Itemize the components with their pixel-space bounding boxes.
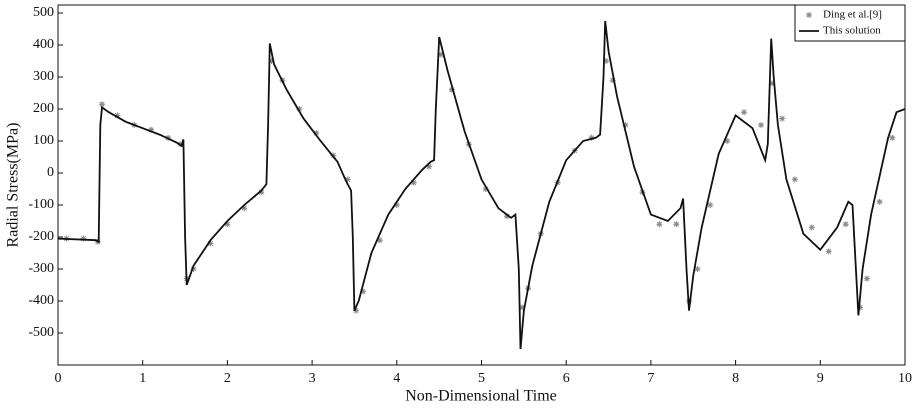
scatter-point bbox=[114, 112, 121, 119]
scatter-point bbox=[503, 213, 510, 220]
scatter-point bbox=[694, 266, 701, 272]
scatter-point bbox=[724, 138, 731, 144]
x-tick-label: 6 bbox=[563, 371, 570, 386]
scatter-point bbox=[622, 122, 629, 128]
y-tick-label: 500 bbox=[33, 5, 54, 20]
scatter-point bbox=[148, 126, 155, 133]
scatter-point bbox=[437, 51, 444, 58]
scatter-point bbox=[758, 122, 765, 128]
y-tick-label: -500 bbox=[28, 325, 54, 340]
x-tick-label: 8 bbox=[732, 371, 739, 386]
legend: Ding et al.[9] This solution bbox=[794, 4, 906, 42]
x-tick-label: 5 bbox=[478, 371, 485, 386]
scatter-point bbox=[393, 202, 400, 208]
scatter-point bbox=[673, 221, 680, 228]
x-tick-label: 10 bbox=[898, 371, 912, 386]
legend-label: Ding et al.[9] bbox=[823, 9, 882, 21]
y-tick-label: 400 bbox=[33, 37, 54, 52]
scatter-point bbox=[376, 237, 383, 244]
scatter-point bbox=[224, 221, 231, 228]
scatter-point bbox=[296, 106, 303, 112]
scatter-point bbox=[889, 134, 896, 141]
x-tick-label: 0 bbox=[55, 371, 62, 386]
scatter-point bbox=[842, 221, 849, 228]
x-tick-label: 2 bbox=[224, 371, 231, 386]
scatter-point bbox=[207, 240, 214, 247]
y-tick-label: 300 bbox=[33, 69, 54, 84]
scatter-point bbox=[448, 86, 455, 93]
scatter-point bbox=[769, 80, 776, 87]
scatter-point bbox=[258, 189, 265, 196]
y-axis-label: Radial Stress(MPa) bbox=[5, 123, 22, 248]
scatter-point bbox=[190, 266, 197, 272]
y-tick-label: 200 bbox=[33, 101, 54, 116]
legend-box bbox=[794, 4, 906, 42]
scatter-point bbox=[656, 221, 663, 228]
y-tick-label: -300 bbox=[28, 261, 54, 276]
y-tick-label: 100 bbox=[33, 133, 54, 148]
scatter-point bbox=[99, 101, 106, 108]
scatter-point bbox=[313, 130, 320, 136]
scatter-point bbox=[241, 205, 248, 212]
scatter-point bbox=[359, 288, 366, 295]
legend-label: This solution bbox=[823, 25, 881, 37]
y-tick-label: -100 bbox=[28, 197, 54, 212]
legend-marker bbox=[806, 12, 812, 18]
scatter-point bbox=[791, 176, 798, 183]
scatter-point bbox=[603, 58, 610, 64]
x-tick-label: 4 bbox=[393, 371, 400, 386]
x-tick-label: 7 bbox=[647, 371, 654, 386]
x-tick-label: 3 bbox=[309, 371, 316, 386]
scatter-point bbox=[741, 109, 748, 116]
scatter-point bbox=[876, 198, 883, 205]
scatter-point bbox=[863, 275, 870, 282]
scatter-point bbox=[779, 115, 786, 122]
scatter-point bbox=[825, 248, 832, 255]
x-tick-label: 9 bbox=[817, 371, 824, 386]
scatter-point bbox=[425, 163, 432, 170]
scatter-point bbox=[353, 307, 360, 314]
scatter-point bbox=[344, 176, 351, 183]
scatter-point bbox=[857, 304, 864, 311]
scatter-point bbox=[268, 58, 275, 64]
x-axis-label: Non-Dimensional Time bbox=[405, 388, 557, 405]
scatter-point bbox=[707, 202, 714, 208]
y-tick-label: 0 bbox=[47, 165, 54, 180]
x-tick-label: 1 bbox=[139, 371, 146, 386]
scatter-point bbox=[808, 224, 815, 231]
scatter-point bbox=[609, 77, 616, 84]
scatter-point bbox=[80, 235, 87, 242]
scatter-point bbox=[519, 304, 526, 311]
y-tick-label: -400 bbox=[28, 293, 54, 308]
y-tick-label: -200 bbox=[28, 229, 54, 244]
line-series bbox=[57, 20, 906, 350]
scatter-point bbox=[410, 179, 417, 186]
scatter-point bbox=[588, 134, 595, 141]
scatter-point bbox=[482, 186, 489, 192]
